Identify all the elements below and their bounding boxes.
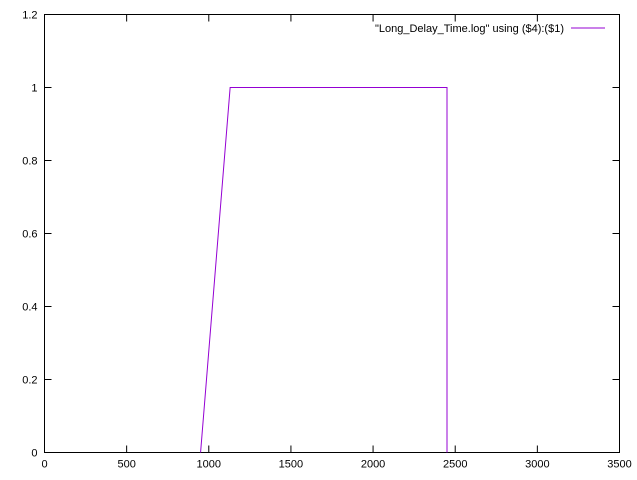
- y-tick-label: 0.8: [22, 156, 37, 168]
- x-tick-label: 2500: [443, 459, 467, 471]
- x-tick-label: 1000: [197, 459, 221, 471]
- series-line: [200, 87, 448, 453]
- legend: "Long_Delay_Time.log" using ($4):($1): [375, 23, 605, 35]
- x-tick-label: 2000: [361, 459, 385, 471]
- x-tick-label: 3500: [607, 459, 631, 471]
- x-tick-label: 1500: [279, 459, 303, 471]
- y-tick-label: 0.4: [22, 302, 37, 314]
- legend-label: "Long_Delay_Time.log" using ($4):($1): [375, 23, 564, 35]
- x-tick-label: 0: [41, 459, 47, 471]
- y-tick-label: 1.2: [22, 10, 37, 22]
- x-tick-label: 3000: [525, 459, 549, 471]
- x-tick-label: 500: [117, 459, 135, 471]
- axis-ticks: [44, 14, 620, 453]
- y-tick-label: 0: [31, 448, 37, 460]
- y-tick-label: 0.6: [22, 229, 37, 241]
- series-layer: [200, 87, 448, 453]
- y-tick-label: 0.2: [22, 375, 37, 387]
- y-tick-label: 1: [31, 83, 37, 95]
- plot-frame: [44, 14, 620, 453]
- axis-tick-labels: 0 500 1000 1500 2000 2500 3000 3500 0 0.2 0.4 0.6 0.…: [22, 10, 632, 471]
